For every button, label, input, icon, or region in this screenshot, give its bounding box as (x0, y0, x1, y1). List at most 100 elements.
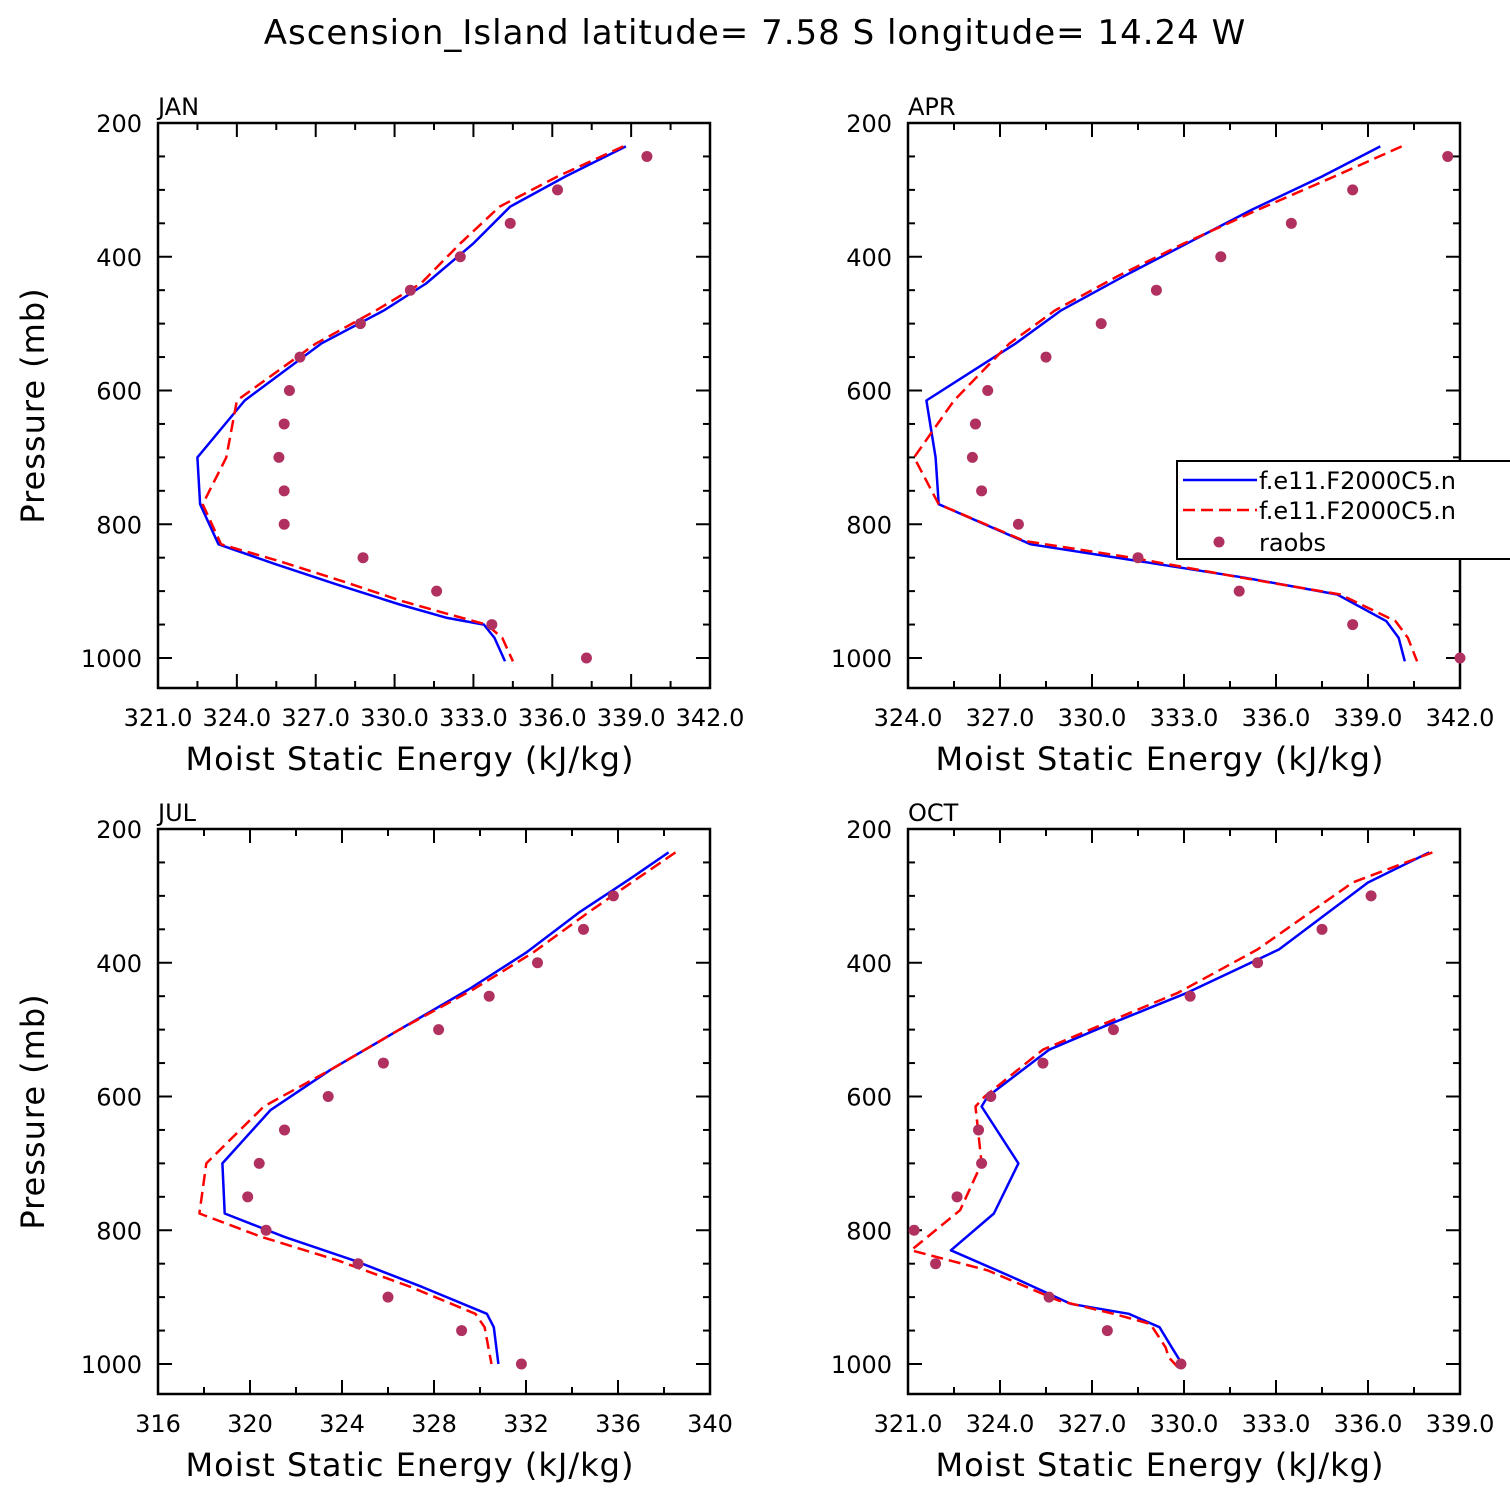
raobs-point (951, 1191, 963, 1203)
x-tick-label: 342.0 (676, 704, 745, 732)
panel-label: JAN (156, 93, 199, 121)
raobs-point (641, 150, 653, 162)
legend-raobs-marker (1213, 536, 1225, 548)
raobs-point (260, 1224, 272, 1236)
raobs-point (1107, 1024, 1119, 1036)
x-tick-label: 333.0 (439, 704, 508, 732)
x-tick-label: 330.0 (360, 704, 429, 732)
model2-line (198, 851, 677, 1365)
x-tick-label: 339.0 (1334, 704, 1403, 732)
raobs-point (515, 1358, 527, 1370)
raobs-point (1101, 1325, 1113, 1337)
raobs-point (580, 652, 592, 664)
raobs-point (483, 990, 495, 1002)
x-tick-label: 333.0 (1242, 1410, 1311, 1438)
x-tick-label: 339.0 (1426, 1410, 1495, 1438)
model2-line (909, 851, 1433, 1369)
model1-line (949, 851, 1430, 1368)
x-tick-label: 330.0 (1150, 1410, 1219, 1438)
raobs-point (1043, 1291, 1055, 1303)
x-tick-label: 324 (319, 1410, 365, 1438)
x-tick-label: 324.0 (874, 704, 943, 732)
model1-line (196, 145, 627, 662)
panel-apr: APR 324.0 327.0 330.0 333.0 336.0 339.0 342.0 20… (831, 93, 1494, 778)
raobs-point (1233, 585, 1245, 597)
raobs-point (486, 619, 498, 631)
y-tick-label: 1000 (81, 1351, 142, 1379)
y-tick-label: 200 (846, 816, 892, 844)
x-tick-label: 324.0 (966, 1410, 1035, 1438)
raobs-point (294, 351, 306, 363)
raobs-point (908, 1224, 920, 1236)
x-tick-label: 328 (411, 1410, 457, 1438)
raobs-point (966, 451, 978, 463)
raobs-point (377, 1057, 389, 1069)
y-tick-label: 600 (846, 378, 892, 406)
y-tick-label: 200 (96, 816, 142, 844)
y-tick-label: 400 (846, 950, 892, 978)
legend-entry-label: raobs (1259, 529, 1326, 557)
raobs-point (930, 1258, 942, 1270)
model1-line (221, 851, 670, 1365)
panel-jul: JUL 316 320 324 328 332 336 340 200 400 600 800 1000… (14, 799, 733, 1484)
raobs-point (357, 552, 369, 564)
raobs-point (1175, 1358, 1187, 1370)
raobs-point (1316, 923, 1328, 935)
y-tick-label: 800 (96, 511, 142, 539)
x-tick-label: 324.0 (202, 704, 271, 732)
y-tick-label: 200 (846, 110, 892, 138)
panel-oct: OCT 321.0 324.0 327.0 330.0 333.0 336.0 339.0 20… (831, 799, 1494, 1484)
model2-line (201, 145, 624, 662)
panel-jan: JAN 321.0 324.0 327.0 330.0 333.0 336.0 339.0 34… (14, 93, 744, 778)
model1-line (925, 145, 1407, 662)
x-tick-label: 342.0 (1426, 704, 1495, 732)
x-tick-label: 336 (595, 1410, 641, 1438)
x-tick-label: 327.0 (1058, 1410, 1127, 1438)
raobs-point (1442, 150, 1454, 162)
raobs-point (532, 957, 543, 969)
y-tick-label: 800 (846, 1217, 892, 1245)
raobs-point (1095, 318, 1107, 330)
raobs-point (607, 890, 619, 902)
y-tick-label: 600 (846, 1084, 892, 1112)
raobs-point (969, 418, 981, 430)
raobs-point (433, 1024, 445, 1036)
x-tick-label: 339.0 (597, 704, 666, 732)
raobs-point (1132, 552, 1144, 564)
raobs-point (1150, 284, 1162, 296)
y-tick-label: 800 (96, 1217, 142, 1245)
raobs-point (985, 1091, 997, 1102)
x-tick-label: 340 (687, 1410, 733, 1438)
raobs-point (1215, 251, 1227, 263)
raobs-point (352, 1258, 364, 1270)
raobs-point (456, 1325, 468, 1337)
y-tick-label: 1000 (81, 645, 142, 673)
raobs-point (973, 1124, 985, 1136)
raobs-point (382, 1291, 394, 1303)
y-tick-label: 1000 (831, 645, 892, 673)
x-tick-label: 336.0 (1242, 704, 1311, 732)
panel-label: OCT (908, 799, 959, 827)
raobs-point (278, 418, 290, 430)
raobs-point (1040, 351, 1052, 363)
y-tick-label: 600 (96, 378, 142, 406)
x-axis-label: Moist Static Energy (kJ/kg) (186, 1446, 635, 1484)
x-axis-label: Moist Static Energy (kJ/kg) (936, 1446, 1385, 1484)
raobs-point (322, 1091, 334, 1102)
raobs-point (552, 184, 564, 196)
raobs-point (253, 1157, 265, 1169)
panels: JAN 321.0 324.0 327.0 330.0 333.0 336.0 339.0 34… (14, 93, 1494, 1484)
raobs-point (278, 518, 290, 530)
x-axis-label: Moist Static Energy (kJ/kg) (186, 740, 635, 778)
raobs-point (1184, 990, 1196, 1002)
raobs-point (1037, 1057, 1049, 1069)
raobs-point (1252, 957, 1264, 969)
x-tick-label: 332 (503, 1410, 549, 1438)
figure-title: Ascension_Island latitude= 7.58 S longit… (264, 13, 1247, 53)
raobs-point (279, 1124, 290, 1136)
legend: f.e11.F2000C5.nf.e11.F2000C5.n raobs (1176, 460, 1510, 560)
y-tick-label: 800 (846, 511, 892, 539)
x-tick-label: 336.0 (1334, 1410, 1403, 1438)
